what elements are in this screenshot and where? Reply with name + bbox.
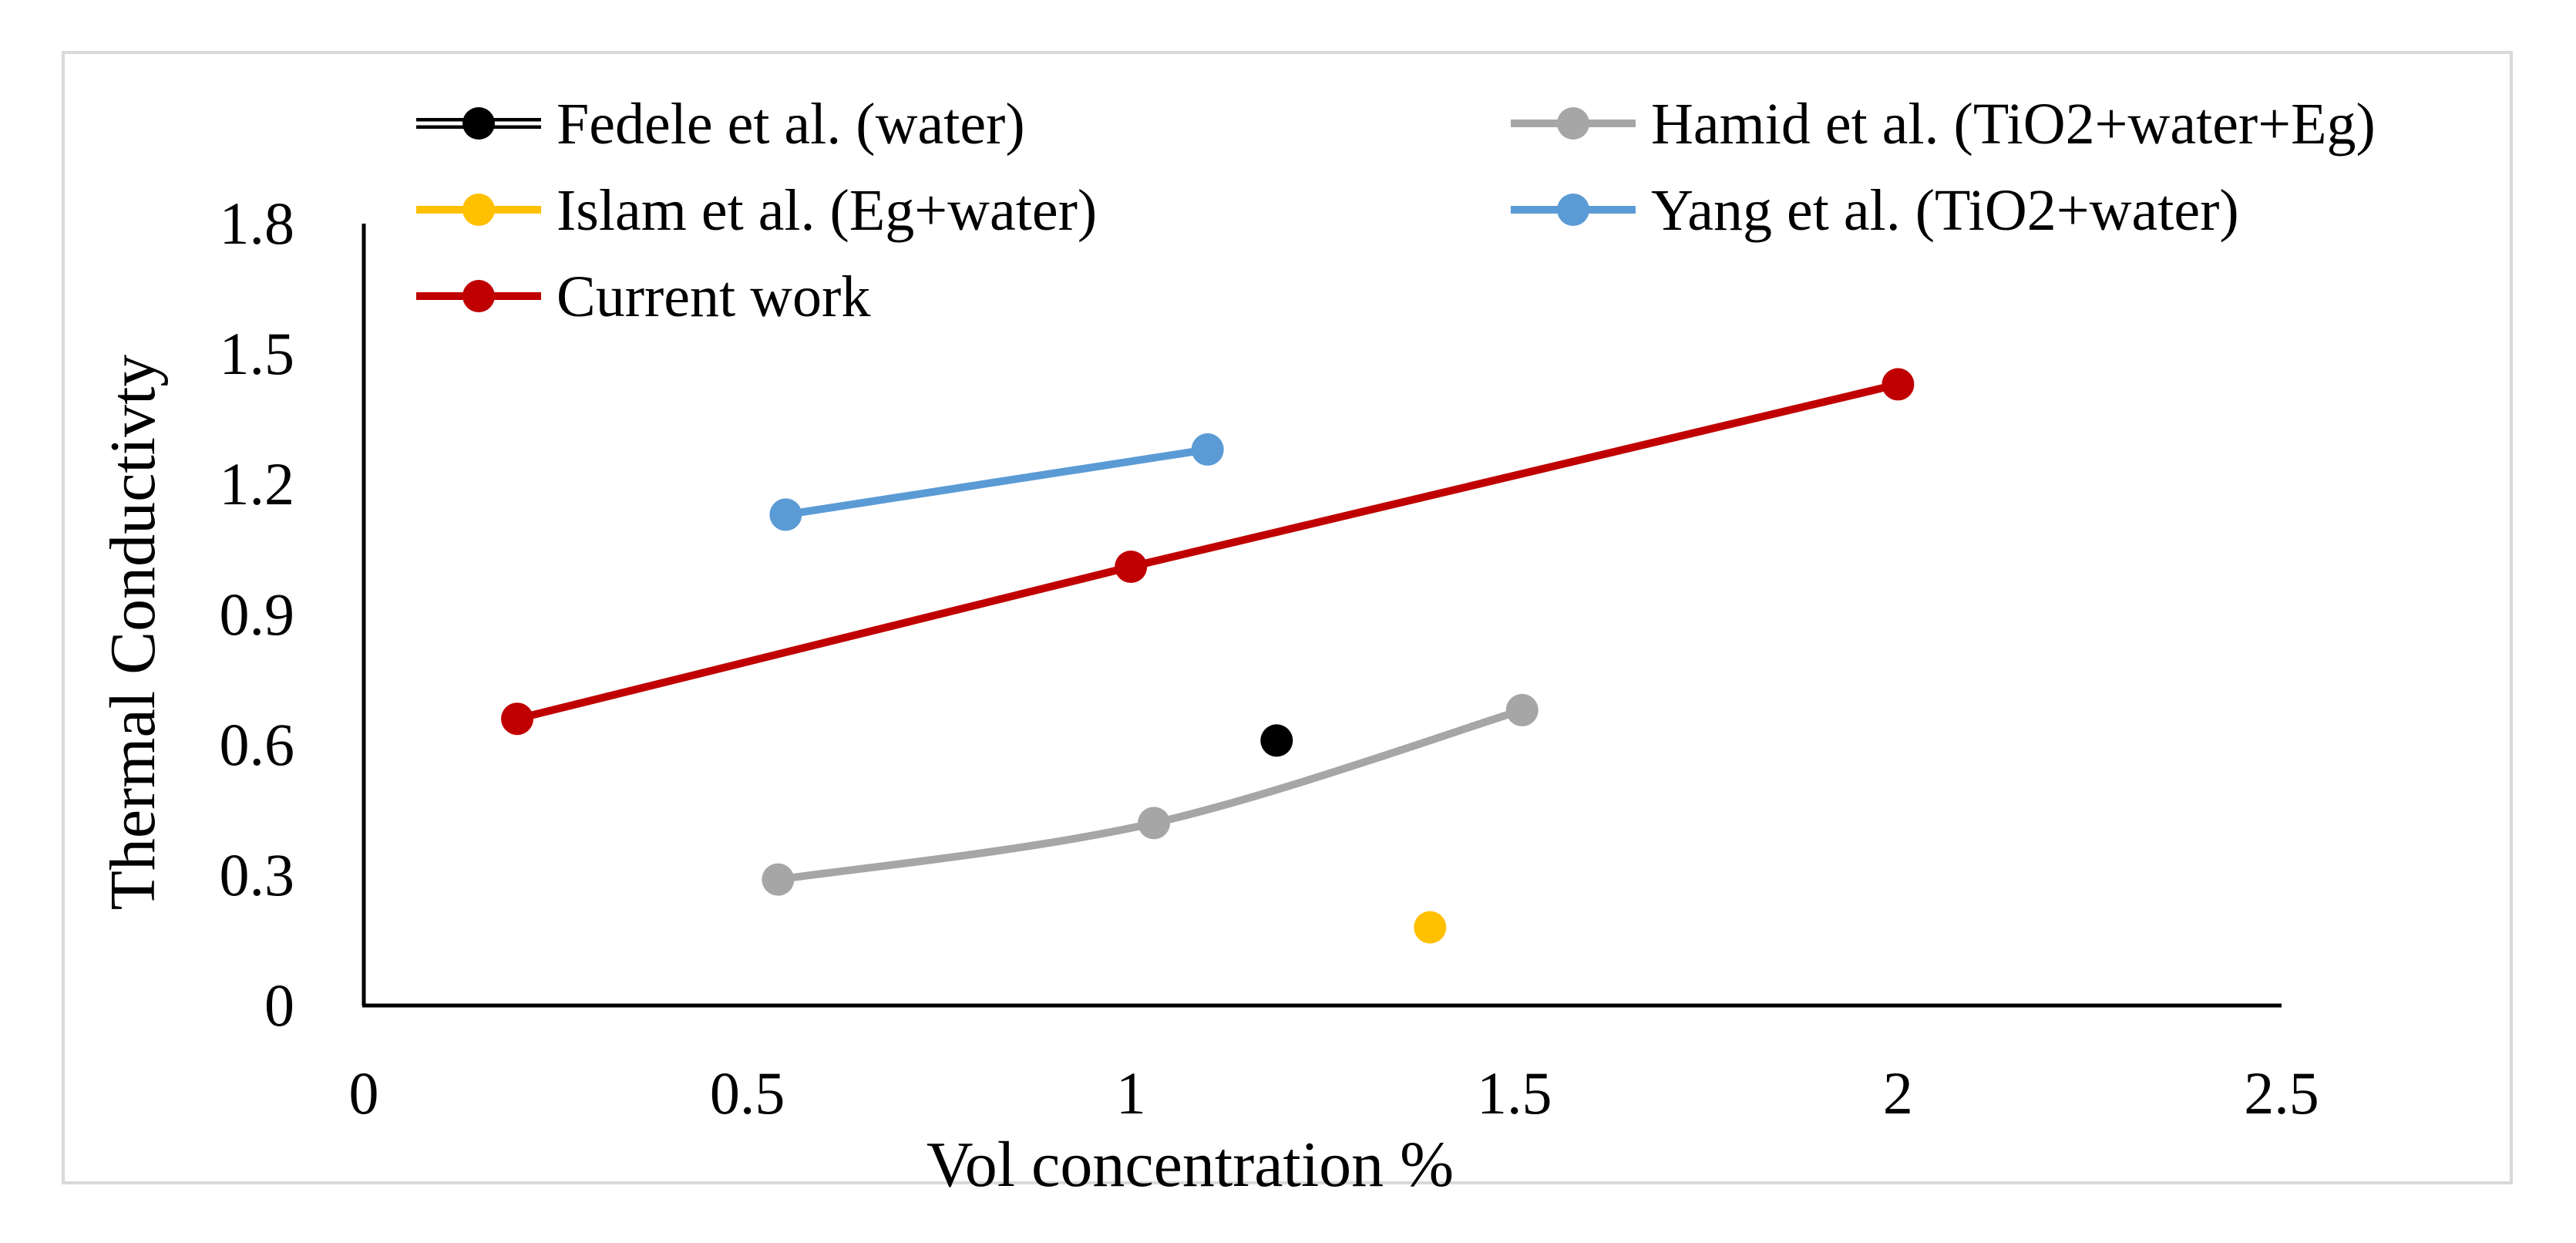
legend-label: Islam et al. (Eg+water) <box>557 178 1097 243</box>
legend-label: Yang et al. (TiO2+water) <box>1651 178 2239 243</box>
legend-label: Fedele et al. (water) <box>557 92 1025 157</box>
legend-entry-fedele: Fedele et al. (water) <box>416 92 1025 157</box>
legend-swatch-marker <box>462 194 495 226</box>
x-axis-title: Vol concentration % <box>926 1129 1454 1201</box>
y-tick-label: 0.3 <box>220 841 295 908</box>
legend-entry-islam: Islam et al. (Eg+water) <box>416 178 1097 243</box>
legend-entry-hamid: Hamid et al. (TiO2+water+Eg) <box>1511 92 2376 157</box>
y-axis-title: Thermal Conductivty <box>97 355 169 911</box>
legend: Fedele et al. (water) Hamid et al. (TiO2+… <box>416 92 2376 329</box>
data-point-current <box>1882 368 1915 401</box>
x-tick-label: 0.5 <box>710 1059 785 1127</box>
legend-label: Current work <box>557 264 870 329</box>
y-tick-label: 0.9 <box>220 581 295 648</box>
data-point-hamid <box>1138 807 1171 840</box>
series-line-yang <box>785 445 1209 519</box>
series-line-hamid <box>777 706 1524 884</box>
chart-frame <box>62 51 2513 1184</box>
y-tick-label: 0.6 <box>220 711 295 778</box>
data-point-fedele <box>1260 724 1293 757</box>
data-point-yang <box>1191 433 1224 466</box>
y-tick-label: 0 <box>264 972 294 1039</box>
legend-swatch-marker <box>1557 194 1589 226</box>
data-point-yang <box>769 498 802 531</box>
x-tick-label: 2 <box>1883 1059 1913 1127</box>
legend-swatch-marker <box>1557 107 1589 140</box>
legend-swatch-marker <box>462 280 495 312</box>
plot-points <box>501 368 1915 944</box>
tick-labels: 0 0.5 1 1.5 2 2.5 0 0.3 0.6 0.9 1.2 1.5 1.8 <box>220 190 2319 1127</box>
legend-swatch-marker <box>462 107 495 140</box>
y-tick-label: 1.8 <box>220 190 295 257</box>
data-point-hamid <box>1505 693 1539 726</box>
data-point-hamid <box>762 863 795 896</box>
legend-entry-current: Current work <box>416 264 870 329</box>
legend-entry-yang: Yang et al. (TiO2+water) <box>1511 178 2239 243</box>
data-point-islam <box>1414 911 1447 944</box>
data-point-current <box>501 702 534 736</box>
x-tick-label: 1 <box>1116 1059 1146 1127</box>
x-tick-label: 2.5 <box>2244 1059 2319 1127</box>
y-tick-label: 1.2 <box>220 450 295 517</box>
data-point-current <box>1115 551 1148 584</box>
y-tick-label: 1.5 <box>220 320 295 387</box>
x-tick-label: 0 <box>349 1059 379 1127</box>
legend-label: Hamid et al. (TiO2+water+Eg) <box>1651 92 2376 157</box>
x-tick-label: 1.5 <box>1477 1059 1552 1127</box>
axes <box>362 224 2282 1008</box>
